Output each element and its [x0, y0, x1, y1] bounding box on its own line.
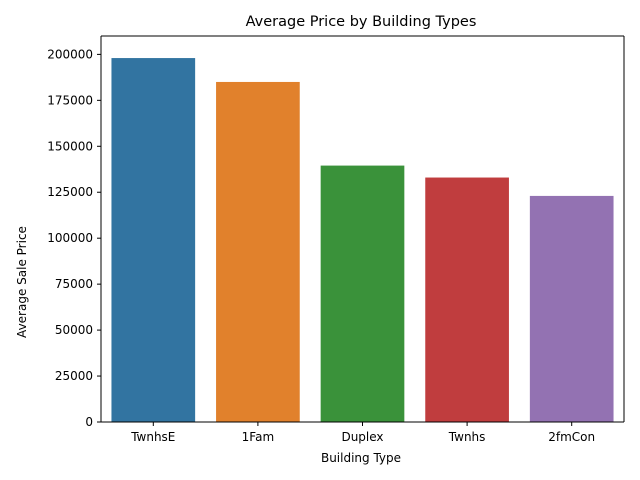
bars-group: [111, 58, 614, 423]
x-axis-label: Building Type: [321, 451, 401, 465]
y-tick-label: 100000: [47, 231, 93, 245]
y-tick-label: 175000: [47, 93, 93, 107]
x-tick-label: Twnhs: [448, 430, 486, 444]
x-ticks-group: TwnhsE 1Fam Duplex Twnhs 2fmCon: [130, 422, 595, 444]
bar-twnhs: [425, 177, 509, 422]
bar-duplex: [320, 165, 405, 423]
y-tick-label: 50000: [55, 323, 93, 337]
bar-1fam: [216, 81, 300, 422]
y-tick-label: 0: [85, 415, 93, 429]
bar-2fmcon: [529, 195, 614, 422]
y-tick-label: 200000: [47, 47, 93, 61]
axes-frame: [100, 35, 625, 423]
y-axis-label: Average Sale Price: [15, 226, 29, 338]
y-tick-label: 150000: [47, 139, 93, 153]
y-ticks-group: 0 25000 50000 75000 100000 125000 150000 175000…: [47, 47, 101, 429]
x-tick-label: TwnhsE: [130, 430, 175, 444]
bar-twnhse: [111, 58, 196, 423]
x-tick-label: Duplex: [341, 430, 383, 444]
x-tick-label: 1Fam: [242, 430, 274, 444]
y-tick-label: 125000: [47, 185, 93, 199]
y-tick-label: 25000: [55, 369, 93, 383]
chart-title: Average Price by Building Types: [246, 14, 477, 30]
y-tick-label: 75000: [55, 277, 93, 291]
x-tick-label: 2fmCon: [548, 430, 595, 444]
